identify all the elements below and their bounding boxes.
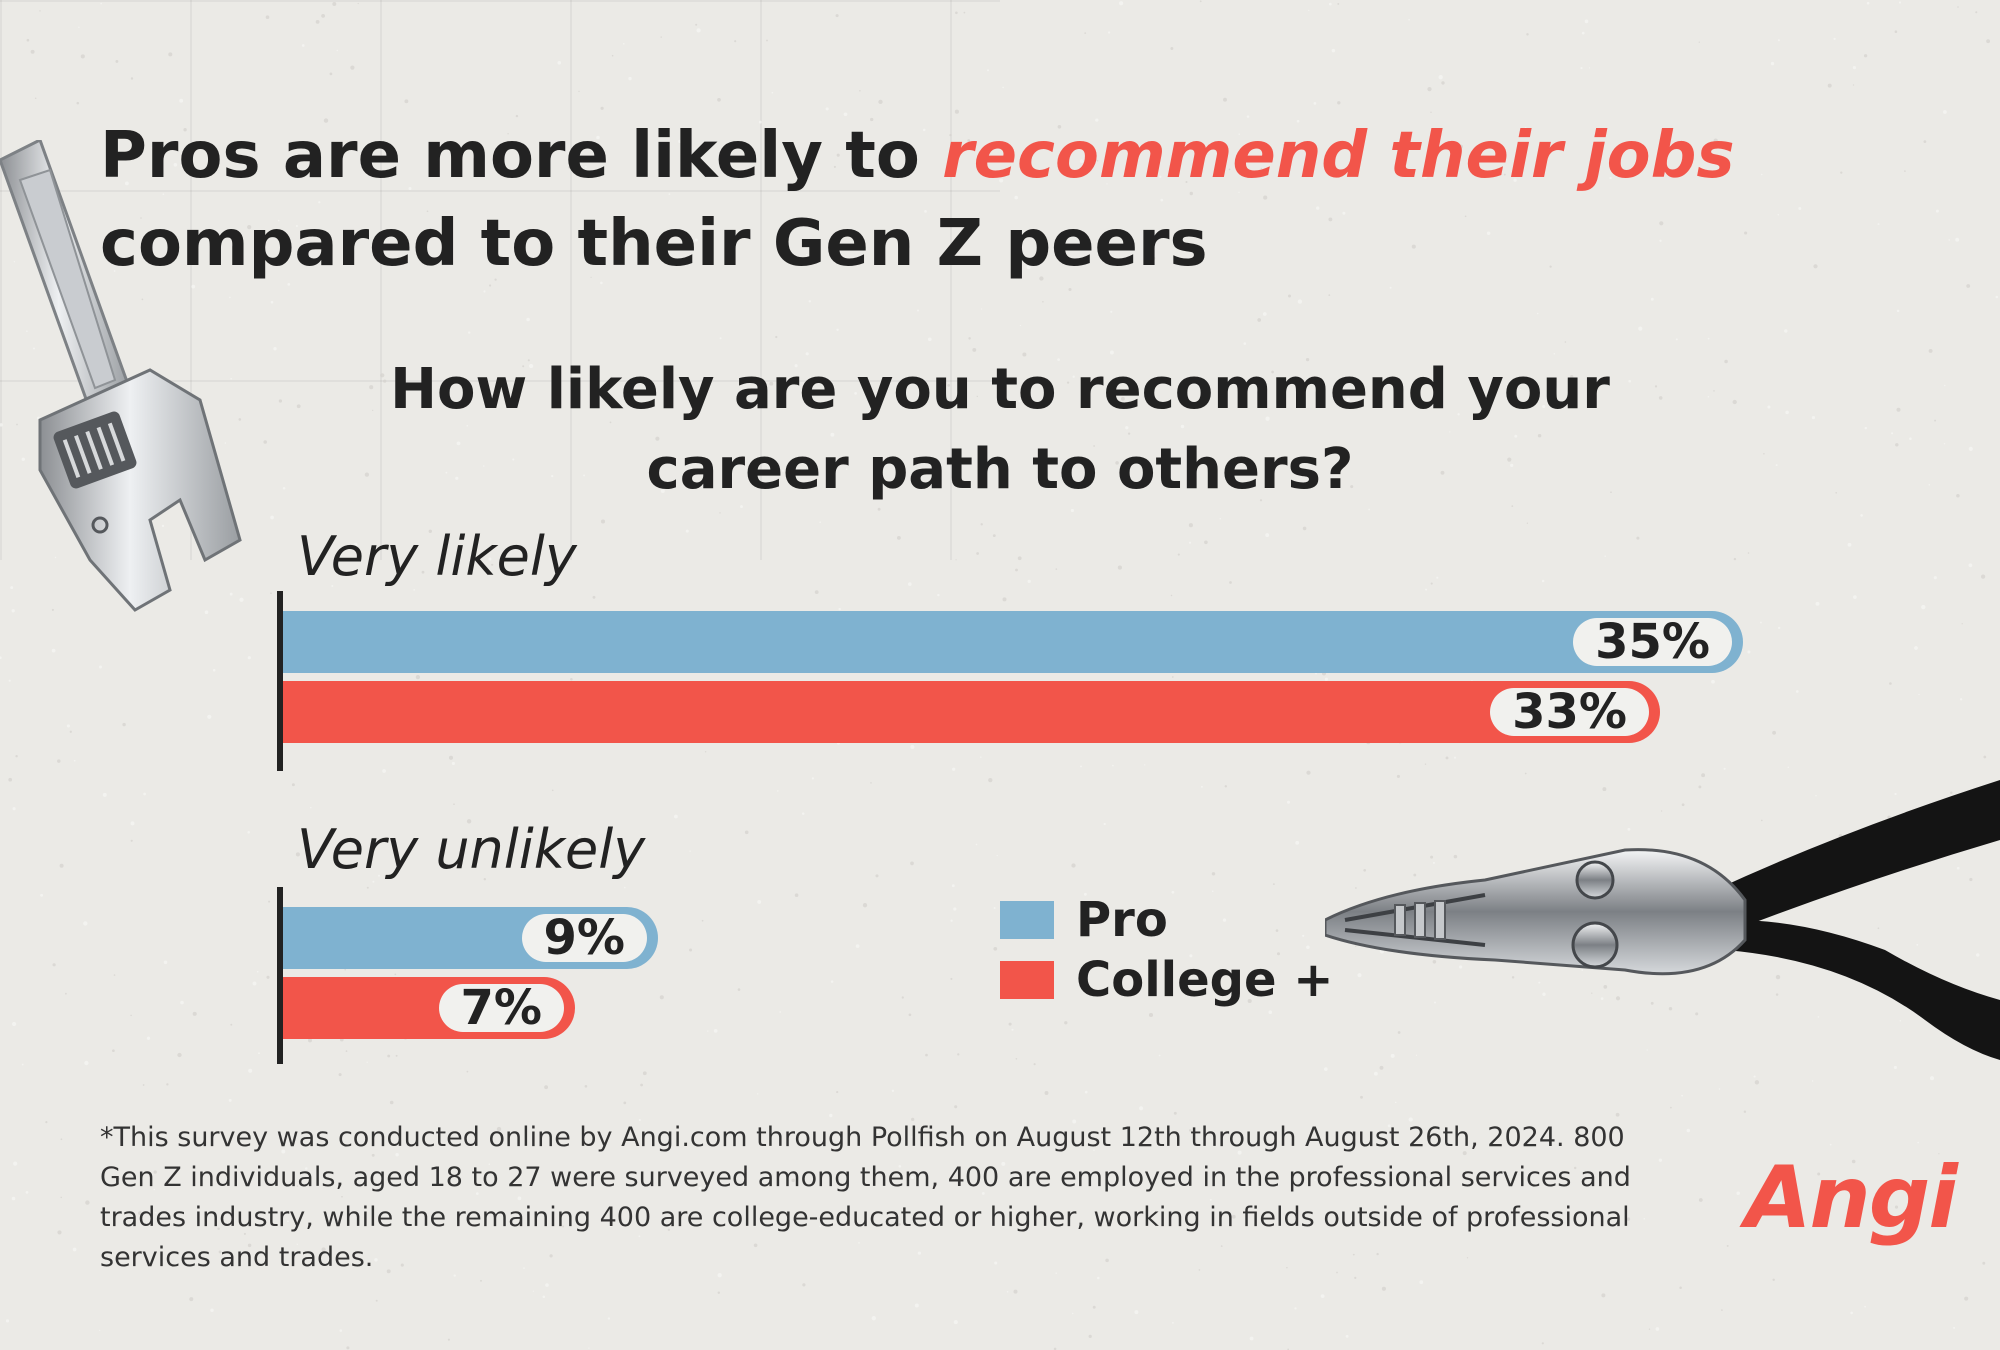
category-label-very-unlikely: Very unlikely [297, 818, 646, 881]
chart-title: How likely are you to recommend your car… [390, 357, 1610, 502]
legend-swatch-college [1000, 961, 1054, 999]
title-part-2: compared to their Gen Z peers [100, 207, 1208, 281]
title-highlight: recommend their jobs [942, 119, 1735, 193]
axis-line-very-unlikely [277, 887, 283, 1064]
data-label-pro-very-unlikely: 9% [521, 914, 647, 962]
angi-logo: Angi [1745, 1148, 1958, 1248]
survey-footnote: *This survey was conducted online by Ang… [100, 1122, 1631, 1273]
title-part-1: Pros are more likely to [100, 119, 943, 193]
legend-label-pro: Pro [1076, 892, 1168, 948]
infographic-title: Pros are more likely to recommend their … [100, 112, 1735, 288]
category-label-very-likely: Very likely [297, 525, 577, 588]
legend: Pro College + [1000, 890, 1334, 1010]
pliers-icon [1325, 780, 2000, 1060]
axis-line-very-likely [277, 591, 283, 771]
bar-college-very-unlikely: 7% [283, 977, 575, 1039]
data-label-college-very-likely: 33% [1490, 688, 1649, 736]
bar-pro-very-unlikely: 9% [283, 907, 658, 969]
bar-college-very-likely: 33% [283, 681, 1660, 743]
adjustable-wrench-icon [0, 140, 242, 612]
legend-item-college: College + [1000, 950, 1334, 1010]
legend-swatch-pro [1000, 901, 1054, 939]
data-label-pro-very-likely: 35% [1573, 618, 1732, 666]
data-label-college-very-unlikely: 7% [438, 984, 564, 1032]
bar-pro-very-likely: 35% [283, 611, 1743, 673]
legend-label-college: College + [1076, 952, 1334, 1008]
legend-item-pro: Pro [1000, 890, 1334, 950]
